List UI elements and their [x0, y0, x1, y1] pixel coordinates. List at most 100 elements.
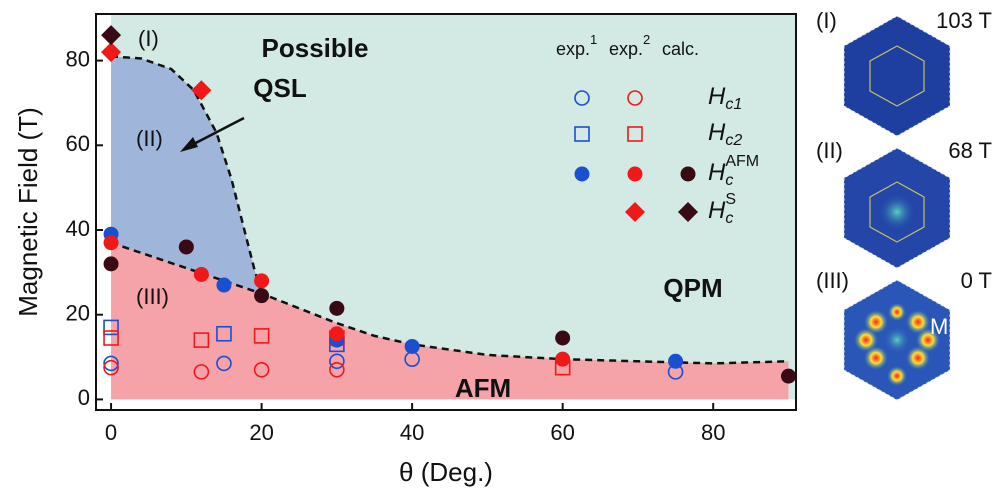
- marker-filled-circle: [254, 273, 270, 289]
- marker-open-square: [193, 332, 210, 348]
- y-tick-label: 40: [66, 216, 90, 241]
- legend-sub: c: [725, 172, 733, 189]
- legend-symbol: H: [708, 83, 726, 110]
- marker-filled-circle: [178, 239, 194, 255]
- inset-field: 103 T: [936, 8, 992, 33]
- legend-sup: AFM: [725, 153, 759, 170]
- legend-sup: S: [725, 191, 736, 208]
- legend-symbol: H: [708, 197, 726, 224]
- marker-filled-circle: [555, 330, 571, 346]
- marker-filled-circle: [404, 338, 420, 354]
- marker-open-square: [103, 319, 119, 336]
- annotation: AFM: [455, 373, 511, 403]
- legend-marker: [627, 126, 643, 142]
- center-spot: [879, 194, 915, 230]
- y-tick-label: 80: [66, 46, 90, 71]
- marker-filled-circle: [329, 300, 345, 316]
- inset-field: 68 T: [948, 138, 992, 163]
- x-tick-label: 0: [105, 420, 117, 445]
- legend-header-label: exp.: [609, 39, 643, 59]
- legend-symbol: H: [708, 119, 726, 146]
- marker-open-square: [253, 328, 270, 344]
- x-tick-label: 20: [249, 420, 273, 445]
- marker-open-circle: [329, 361, 345, 378]
- inset-field: 0 T: [961, 268, 992, 293]
- annotation: (III): [136, 284, 169, 309]
- marker-open-square: [216, 325, 232, 342]
- marker-open-square: [103, 330, 119, 346]
- annotation: (II): [136, 126, 163, 151]
- plot-frame: [95, 13, 797, 411]
- legend-label: HcS: [708, 191, 736, 227]
- marker-diamond: [191, 80, 212, 101]
- zone-outline: [869, 45, 925, 107]
- arrow-head: [180, 137, 198, 152]
- zone-outline: [869, 181, 925, 243]
- y-axis-label: Magnetic Field (T): [13, 107, 43, 317]
- marker-filled-circle: [103, 235, 119, 251]
- center-spot: [883, 326, 911, 354]
- legend-sub: c2: [725, 132, 742, 149]
- legend-header-ref: 1: [590, 32, 597, 47]
- legend-marker: [627, 166, 643, 182]
- legend-sub: c1: [725, 96, 742, 113]
- marker-open-circle: [103, 355, 119, 372]
- legend-marker: [574, 90, 590, 106]
- marker-filled-circle: [254, 288, 270, 304]
- y-tick-label: 60: [66, 131, 90, 156]
- marker-open-circle: [253, 361, 270, 378]
- marker-open-circle: [193, 364, 210, 380]
- marker-diamond: [101, 25, 122, 46]
- inset-label: (III): [816, 268, 849, 293]
- annotation: (I): [138, 26, 159, 51]
- plot: 0 20 40 60 80 0 20 40 60 80 θ (Deg.) Magnetic Field…: [13, 13, 797, 487]
- legend-label: Hc AFM: [708, 153, 759, 189]
- afm-region: [111, 242, 789, 400]
- marker-filled-circle: [780, 368, 796, 384]
- marker-open-circle: [216, 355, 232, 372]
- inset-label: (II): [816, 138, 843, 163]
- legend-header-ref: 2: [643, 32, 650, 47]
- inset-point: M: [930, 314, 948, 339]
- legend-marker: [627, 90, 643, 106]
- marker-open-circle: [329, 353, 345, 370]
- hexagon: [843, 15, 951, 137]
- legend-sub: c: [725, 210, 733, 227]
- x-axis-label: θ (Deg.): [399, 457, 493, 487]
- qsl-region: [111, 56, 262, 294]
- annotation: QPM: [663, 273, 722, 303]
- legend-header-label: calc.: [662, 39, 699, 59]
- marker-filled-circle: [103, 256, 119, 272]
- annotation: Possible: [262, 33, 369, 63]
- legend-marker: [678, 202, 698, 222]
- marker-filled-circle: [555, 351, 571, 367]
- annotation: QSL: [253, 73, 307, 103]
- x-tick-label: 60: [550, 420, 574, 445]
- marker-open-circle: [103, 359, 119, 376]
- legend-symbol: H: [708, 159, 726, 186]
- legend-header: exp.1: [556, 32, 597, 58]
- y-tick-label: 20: [66, 301, 90, 326]
- legend-marker: [625, 202, 645, 222]
- marker-filled-circle: [193, 266, 209, 282]
- x-tick-label: 40: [400, 420, 424, 445]
- x-tick-label: 80: [701, 420, 725, 445]
- inset-label: (I): [816, 8, 837, 33]
- marker-diamond: [101, 42, 122, 63]
- legend-marker: [680, 166, 696, 182]
- legend-label: Hc2: [708, 119, 742, 149]
- phase-boundary: [110, 55, 263, 294]
- legend-header: calc.: [662, 39, 699, 59]
- marker-filled-circle: [668, 353, 684, 369]
- bragg-peaks: [854, 303, 940, 386]
- legend-marker: [574, 166, 590, 182]
- y-tick-label: 0: [78, 385, 90, 410]
- marker-filled-circle: [329, 326, 345, 342]
- legend-marker: [574, 126, 590, 142]
- marker-filled-circle: [216, 277, 232, 293]
- legend-header-label: exp.: [556, 39, 590, 59]
- legend-label: Hc1: [708, 83, 742, 113]
- insets: (I) 103 T (II) 68 T (III) 0 T M: [816, 8, 992, 401]
- phase-boundary: [110, 241, 789, 365]
